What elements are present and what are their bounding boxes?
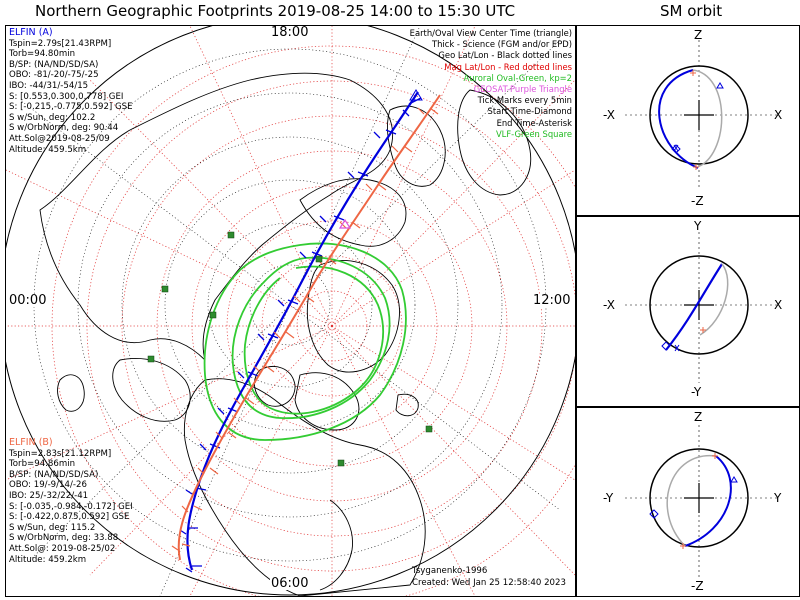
orbit-yz-bottom-label: -Z <box>691 579 704 593</box>
elfin-b-line: OBO: 19/-9/14/-26 <box>9 480 87 491</box>
model-credit: Tsyganenko-1996 <box>412 566 488 576</box>
legend-item: Start Time-Diamond <box>487 106 572 117</box>
elfin-b-track <box>171 94 441 561</box>
elfin-b-line: S w/OrbNorm, deg: 33.88 <box>9 533 119 544</box>
elfin-b-line: S w/Sun, deg: 115.2 <box>9 522 96 533</box>
orbit-yz-left-label: -Y <box>603 491 614 505</box>
legend-item: Auroral Oval-Green, kp=2 <box>463 72 572 83</box>
orbit-panel-xy <box>625 232 780 383</box>
elfin-a-line: Altitude: 459.5km <box>9 144 87 155</box>
legend: Earth/Oval View Center Time (triangle) T… <box>410 28 572 140</box>
elfin-a-info: ELFIN (A) Tspin=2.79s[21.43RPM] Torb=94.… <box>9 27 133 155</box>
time-label-bottom: 06:00 <box>270 576 310 591</box>
elfin-b-line: Tspin=2.83s[21.12RPM] <box>9 448 112 459</box>
legend-item: VLF-Green Square <box>495 128 572 139</box>
elfin-b-line: Att.Sol@: 2019-08-25/02 <box>9 543 116 554</box>
elfin-a-line: S w/Sun, deg: 102.2 <box>9 112 96 123</box>
orbit-xz-left-label: -X <box>603 108 615 122</box>
elfin-a-line: B/SP: (NA/ND/SD/SA) <box>9 59 99 70</box>
orbit-title: SM orbit <box>660 2 723 20</box>
orbit-xy-top-label: Y <box>694 219 702 233</box>
map-title: Northern Geographic Footprints 2019-08-2… <box>35 2 516 20</box>
elfin-a-name: ELFIN (A) <box>9 27 53 38</box>
elfin-a-line: S: [0.553,0.300,0.778] GEI <box>9 91 124 102</box>
created-timestamp: Created: Wed Jan 25 12:58:40 2023 <box>412 578 566 588</box>
elfin-b-info: ELFIN (B) Tspin=2.83s[21.12RPM] Torb=94.… <box>9 437 133 565</box>
elfin-a-line: S w/OrbNorm, deg: 90.44 <box>9 123 119 134</box>
elfin-b-line: S: [-0.035,-0.984,-0.172] GEI <box>9 501 133 512</box>
orbit-yz-top-label: Z <box>694 410 703 424</box>
elfin-a-line: IBO: -44/31/-54/15 <box>9 80 89 91</box>
orbit-xz-bottom-label: -Z <box>691 194 704 208</box>
elfin-a-line: Tspin=2.79s[21.43RPM] <box>9 38 112 49</box>
legend-item: End Time-Asterisk <box>496 117 572 128</box>
orbit-xz-right-label: X <box>774 108 783 122</box>
time-label-right: 12:00 <box>532 293 572 308</box>
orbit-panel-yz <box>625 425 780 577</box>
map-frame <box>5 25 576 597</box>
elfin-b-line: Torb=94.86min <box>9 459 76 470</box>
legend-item: Tick Marks every 5min <box>477 95 572 106</box>
auroral-ovals <box>203 242 407 441</box>
legend-item: Geo Lat/Lon - Black dotted lines <box>438 50 572 61</box>
legend-item: GEOSAT-Purple Triangle <box>473 84 572 95</box>
orbit-xy-bottom-label: -Y <box>691 385 702 399</box>
time-label-top: 18:00 <box>270 25 310 40</box>
elfin-a-line: S: [-0.215,-0.775,0.592] GSE <box>9 102 133 113</box>
elfin-b-line: IBO: 25/-32/22/-41 <box>9 490 89 501</box>
orbit-xy-right-label: X <box>774 298 783 312</box>
legend-item: Mag Lat/Lon - Red dotted lines <box>444 61 572 72</box>
orbit-yz-right-label: Y <box>774 491 782 505</box>
earth-limb <box>6 26 575 596</box>
mag-grid <box>6 26 575 596</box>
elfin-b-line: B/SP: (NA/ND/SD/SA) <box>9 469 99 480</box>
vlf-stations <box>147 231 433 467</box>
elfin-a-track <box>179 89 423 573</box>
time-label-left: 00:00 <box>8 293 48 308</box>
elfin-a-line: Att.Sol@2019-08-25/09 <box>9 133 110 144</box>
elfin-b-line: S: [-0.422,0.875,0.592] GSE <box>9 512 130 523</box>
orbit-panel-xz <box>625 40 780 190</box>
elfin-a-line: Torb=94.80min <box>9 49 76 60</box>
legend-item: Thick - Science (FGM and/or EPD) <box>431 39 572 50</box>
orbit-xz-top-label: Z <box>694 28 703 42</box>
elfin-a-line: OBO: -81/-20/-75/-25 <box>9 70 99 81</box>
elfin-b-line: Altitude: 459.2km <box>9 554 87 565</box>
orbit-xy-left-label: -X <box>603 298 615 312</box>
legend-item: Earth/Oval View Center Time (triangle) <box>409 28 572 38</box>
elfin-b-name: ELFIN (B) <box>9 437 53 448</box>
